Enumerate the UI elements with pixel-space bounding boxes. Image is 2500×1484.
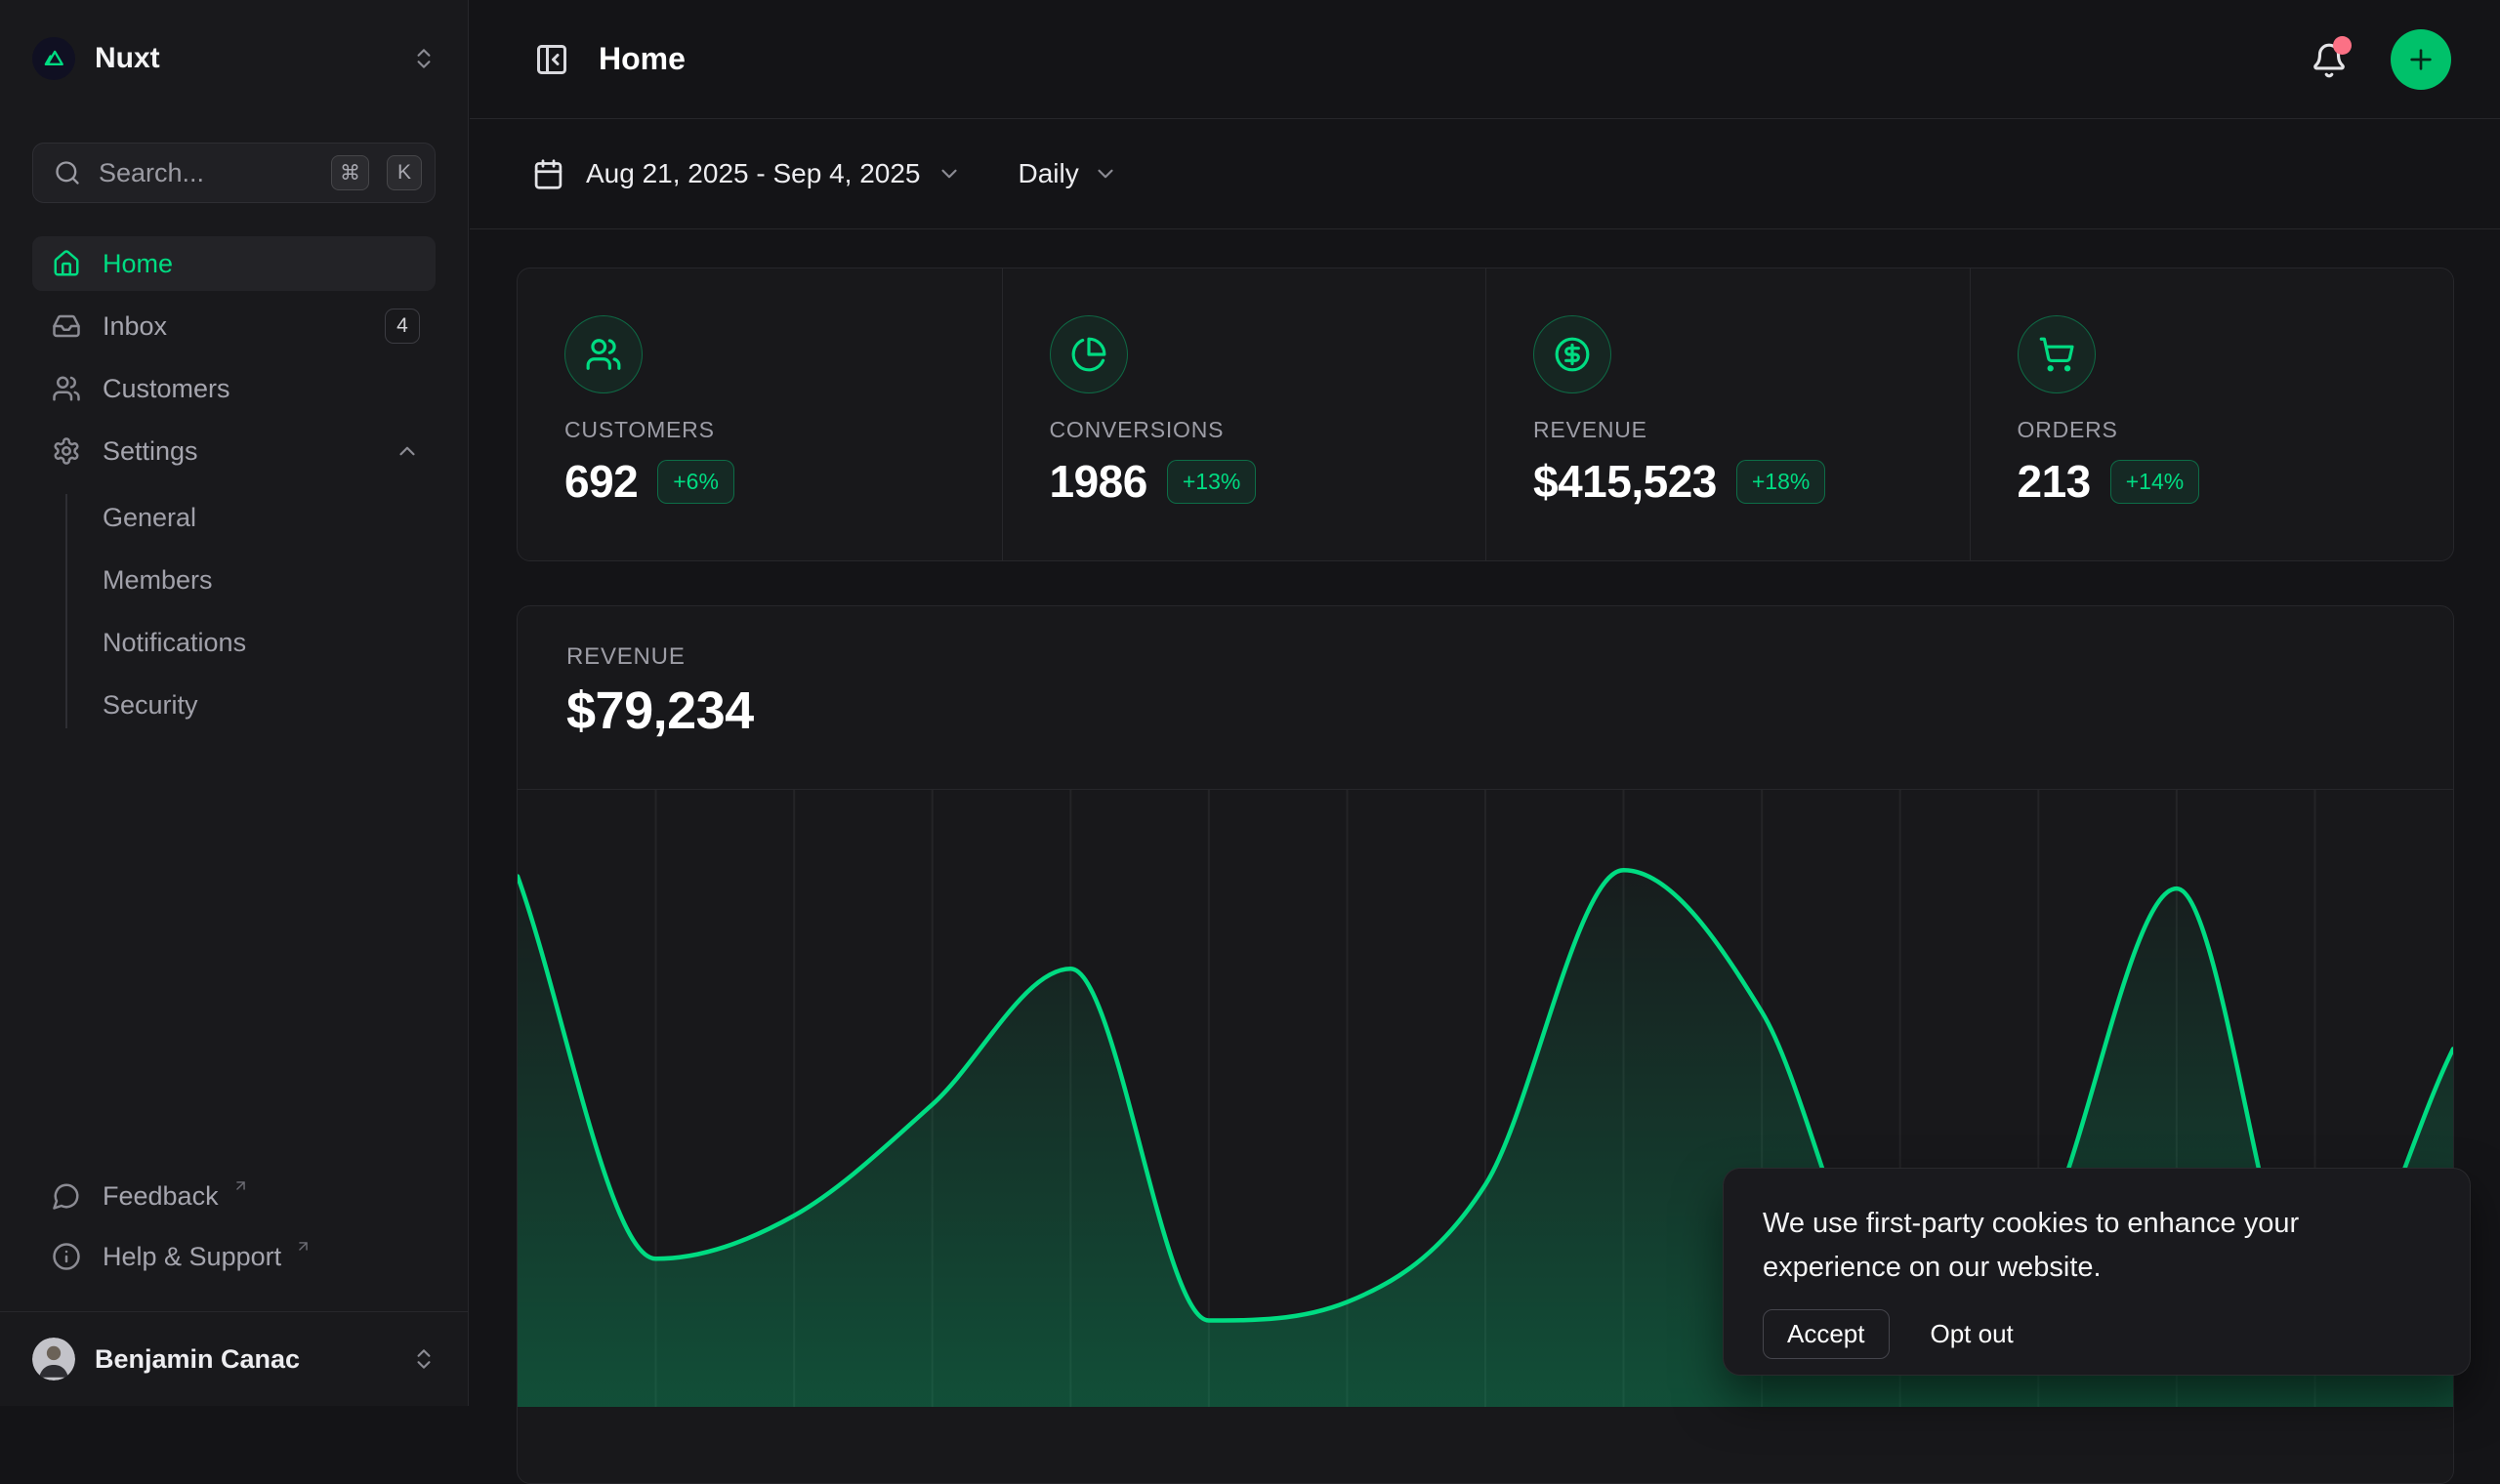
kbd-cmd: ⌘ (331, 155, 369, 190)
sidebar-item-home[interactable]: Home (32, 236, 436, 291)
inbox-count-badge: 4 (385, 309, 420, 344)
search-input[interactable]: Search... ⌘ K (32, 143, 436, 203)
stat-delta-badge: +14% (2110, 460, 2199, 504)
users-icon (585, 336, 622, 373)
revenue-card-value: $79,234 (518, 671, 2453, 741)
granularity-chevron-down-icon (1093, 161, 1118, 186)
circle-dollar-icon (1554, 336, 1591, 373)
stat-icon-wrap (564, 315, 643, 393)
page-title: Home (599, 41, 686, 77)
stat-label: CONVERSIONS (1050, 417, 1486, 443)
header-actions (2311, 29, 2451, 90)
brand-name: Nuxt (95, 42, 160, 75)
sidebar-item-feedback[interactable]: Feedback (32, 1169, 436, 1223)
pie-chart-icon (1070, 336, 1107, 373)
user-menu[interactable]: Benjamin Canac (0, 1311, 468, 1406)
search-placeholder: Search... (99, 158, 313, 188)
date-chevron-down-icon (937, 161, 962, 186)
feedback-icon (52, 1181, 81, 1211)
sidebar-item-inbox[interactable]: Inbox 4 (32, 299, 436, 353)
user-avatar (32, 1338, 75, 1381)
help-info-icon (52, 1242, 81, 1271)
sidebar-spacer (0, 736, 468, 1169)
stats-row: CUSTOMERS 692 +6% CONVERSIONS 1986 +13% … (517, 268, 2454, 561)
stat-value: $415,523 (1533, 455, 1717, 508)
stat-value: 213 (2018, 455, 2091, 508)
stat-label: REVENUE (1533, 417, 1970, 443)
sidebar-collapse-button[interactable] (532, 40, 571, 79)
cookie-accept-button[interactable]: Accept (1763, 1309, 1890, 1359)
main-area: Home Aug 21, 2025 - Sep 4, 2025 Daily CU… (470, 0, 2500, 1406)
stat-card-customers[interactable]: CUSTOMERS 692 +6% (518, 268, 1002, 560)
user-selector-icon (411, 1346, 437, 1372)
user-name: Benjamin Canac (95, 1344, 300, 1375)
stat-card-orders[interactable]: ORDERS 213 +14% (1970, 268, 2454, 560)
sidebar-footer-nav: Feedback Help & Support (32, 1169, 436, 1290)
sidebar-item-label: Inbox (103, 311, 167, 342)
filters-toolbar: Aug 21, 2025 - Sep 4, 2025 Daily (470, 119, 2500, 229)
nuxt-logo-icon (32, 37, 75, 80)
team-selector-icon[interactable] (411, 46, 437, 71)
granularity-dropdown[interactable]: Daily (1019, 158, 1118, 189)
sidebar-item-label: Customers (103, 374, 230, 404)
team-switcher[interactable]: Nuxt (32, 35, 437, 82)
sidebar-item-label: Help & Support (103, 1242, 281, 1272)
granularity-value: Daily (1019, 158, 1079, 189)
customers-icon (52, 374, 81, 403)
cookie-message: We use first-party cookies to enhance yo… (1763, 1202, 2397, 1290)
sidebar-item-label: Home (103, 249, 173, 279)
sidebar-item-label: Settings (103, 436, 198, 467)
sidebar-item-settings[interactable]: Settings (32, 424, 436, 478)
settings-submenu: General Members Notifications Security (32, 486, 436, 736)
external-link-icon (295, 1238, 312, 1255)
stat-delta-badge: +18% (1736, 460, 1825, 504)
date-range-value: Aug 21, 2025 - Sep 4, 2025 (586, 158, 921, 189)
stat-icon-wrap (2018, 315, 2096, 393)
cookie-optout-button[interactable]: Opt out (1931, 1319, 2014, 1349)
stat-icon-wrap (1050, 315, 1128, 393)
stat-delta-badge: +13% (1167, 460, 1256, 504)
revenue-card-label: REVENUE (518, 606, 2453, 671)
home-icon (52, 249, 81, 278)
notifications-button[interactable] (2311, 40, 2350, 79)
stat-card-conversions[interactable]: CONVERSIONS 1986 +13% (1002, 268, 1486, 560)
inbox-icon (52, 311, 81, 341)
stat-icon-wrap (1533, 315, 1611, 393)
kbd-k: K (387, 155, 422, 190)
external-link-icon (232, 1177, 249, 1194)
calendar-icon (532, 158, 564, 190)
stat-delta-badge: +6% (657, 460, 734, 504)
settings-collapse-chevron-icon[interactable] (395, 438, 420, 464)
shopping-cart-icon (2038, 336, 2075, 373)
search-icon (54, 159, 81, 186)
sidebar-nav: Home Inbox 4 Customers Settings General … (32, 236, 436, 736)
settings-gear-icon (52, 436, 81, 466)
add-button[interactable] (2391, 29, 2451, 90)
stat-value: 1986 (1050, 455, 1147, 508)
notification-dot (2333, 36, 2352, 55)
sidebar-item-label: Feedback (103, 1181, 219, 1212)
cookie-banner: We use first-party cookies to enhance yo… (1723, 1168, 2471, 1376)
sidebar-item-members[interactable]: Members (32, 549, 436, 611)
stat-label: CUSTOMERS (564, 417, 1002, 443)
stat-card-revenue[interactable]: REVENUE $415,523 +18% (1485, 268, 1970, 560)
plus-icon (2405, 44, 2437, 75)
sidebar-item-general[interactable]: General (32, 486, 436, 549)
sidebar-item-security[interactable]: Security (32, 674, 436, 736)
stat-label: ORDERS (2018, 417, 2454, 443)
page-header: Home (470, 0, 2500, 119)
sidebar-item-notifications[interactable]: Notifications (32, 611, 436, 674)
panel-left-close-icon (534, 42, 569, 77)
sidebar: Nuxt Search... ⌘ K Home Inbox 4 Customer… (0, 0, 469, 1406)
stat-value: 692 (564, 455, 638, 508)
sidebar-item-customers[interactable]: Customers (32, 361, 436, 416)
date-range-picker[interactable]: Aug 21, 2025 - Sep 4, 2025 (532, 158, 962, 190)
sidebar-item-help-support[interactable]: Help & Support (32, 1229, 436, 1284)
